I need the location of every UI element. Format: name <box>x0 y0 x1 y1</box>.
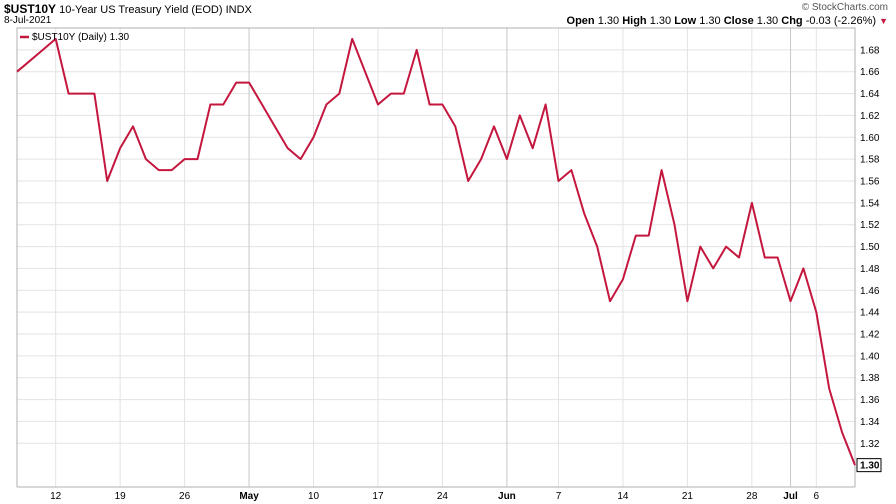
down-triangle-icon: ▼ <box>879 16 888 26</box>
x-tick-label: 17 <box>372 491 384 502</box>
y-tick-label: 1.32 <box>860 439 880 450</box>
brand-watermark: © StockCharts.com <box>801 2 888 13</box>
ohlc-readout: Open 1.30 High 1.30 Low 1.30 Close 1.30 … <box>567 15 888 27</box>
y-axis: 1.32 1.34 1.36 1.38 1.40 1.42 1.44 1.46 1.48 1.50… <box>860 45 880 449</box>
x-tick-label: 6 <box>814 491 820 502</box>
low-value: 1.30 <box>699 15 721 27</box>
y-tick-label: 1.58 <box>860 155 880 166</box>
y-tick-label: 1.40 <box>860 351 880 362</box>
y-tick-label: 1.68 <box>860 45 880 56</box>
chart-date: 8-Jul-2021 <box>4 15 52 26</box>
plot-frame <box>16 27 856 488</box>
chg-label: Chg <box>781 15 803 27</box>
y-tick-label: 1.66 <box>860 67 880 78</box>
open-value: 1.30 <box>597 15 620 27</box>
x-tick-label: May <box>239 491 259 502</box>
x-tick-label: 19 <box>115 491 127 502</box>
symbol: $UST10Y <box>4 2 57 16</box>
y-tick-label: 1.50 <box>860 242 880 253</box>
grid <box>17 28 855 487</box>
y-tick-label: 1.46 <box>860 286 880 297</box>
chart-header: $UST10Y 10-Year US Treasury Yield (EOD) … <box>4 2 252 16</box>
x-tick-label: 12 <box>50 491 62 502</box>
x-tick-label: 14 <box>617 491 629 502</box>
legend-label: $UST10Y (Daily) 1.30 <box>32 32 130 43</box>
close-value: 1.30 <box>756 15 779 27</box>
high-label: High <box>622 15 647 27</box>
legend: $UST10Y (Daily) 1.30 <box>20 32 130 43</box>
x-axis: 12 19 26 May 10 17 24 Jun 7 14 21 28 Jul 6 <box>50 491 819 502</box>
exchange: INDX <box>225 4 252 16</box>
last-value-tag: 1.30 <box>856 458 882 473</box>
y-tick-label: 1.56 <box>860 177 880 188</box>
x-tick-label: 21 <box>682 491 694 502</box>
x-tick-label: 10 <box>308 491 320 502</box>
x-tick-label: Jul <box>783 491 798 502</box>
y-tick-label: 1.48 <box>860 264 880 275</box>
x-tick-label: 26 <box>179 491 191 502</box>
y-tick-label: 1.54 <box>860 198 880 209</box>
close-label: Close <box>723 15 754 27</box>
y-tick-label: 1.64 <box>860 89 880 100</box>
y-tick-label: 1.42 <box>860 330 880 341</box>
open-label: Open <box>566 15 595 27</box>
high-value: 1.30 <box>649 15 672 27</box>
low-label: Low <box>674 15 697 27</box>
x-tick-label: 24 <box>437 491 449 502</box>
y-tick-label: 1.62 <box>860 111 880 122</box>
instrument-name: 10-Year US Treasury Yield (EOD) <box>59 4 223 16</box>
y-tick-label: 1.44 <box>860 308 880 319</box>
y-tick-label: 1.36 <box>860 395 880 406</box>
y-tick-label: 1.34 <box>860 417 880 428</box>
x-tick-label: 7 <box>556 491 562 502</box>
last-value-box <box>856 458 882 473</box>
y-tick-label: 1.52 <box>860 220 880 231</box>
last-value-label: 1.30 <box>860 461 880 472</box>
chg-value: -0.03 (-2.26%) <box>805 15 877 27</box>
x-tick-label: Jun <box>498 491 516 502</box>
y-tick-label: 1.60 <box>860 133 880 144</box>
y-tick-label: 1.38 <box>860 373 880 384</box>
x-tick-label: 28 <box>746 491 758 502</box>
series-line <box>16 37 856 466</box>
